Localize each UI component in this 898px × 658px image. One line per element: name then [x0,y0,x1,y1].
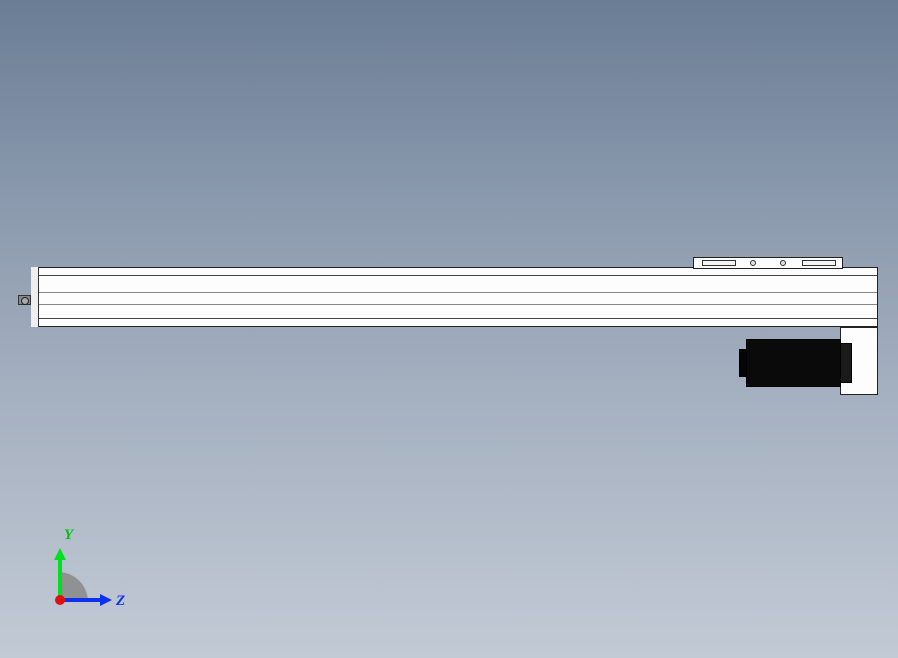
rail-end-connector [18,295,31,305]
cad-viewport[interactable]: Y Z [0,0,898,658]
axis-z-label: Z [116,593,125,610]
axis-z-arrow-icon [100,594,112,606]
coordinate-system-triad[interactable]: Y Z [48,530,128,610]
axis-y-line [58,558,62,600]
axis-y-label: Y [64,527,73,544]
rail-edge-bottom [32,318,877,319]
axis-y-arrow-icon [54,548,66,560]
carriage-hole-1 [750,260,756,266]
linear-rail-body [31,267,878,327]
rail-groove-lower [32,304,877,305]
servo-motor-body [746,339,841,387]
rail-edge-top [32,275,877,276]
axis-x-dot-icon [55,595,65,605]
carriage-hole-2 [780,260,786,266]
carriage-slot-right [802,260,836,266]
rail-groove-upper [32,292,877,293]
carriage-plate [693,257,843,269]
axis-z-line [60,598,102,602]
motor-shaft-end [739,349,747,377]
carriage-slot-left [702,260,736,266]
model-assembly[interactable] [18,257,878,397]
rail-endcap-left [31,267,39,327]
